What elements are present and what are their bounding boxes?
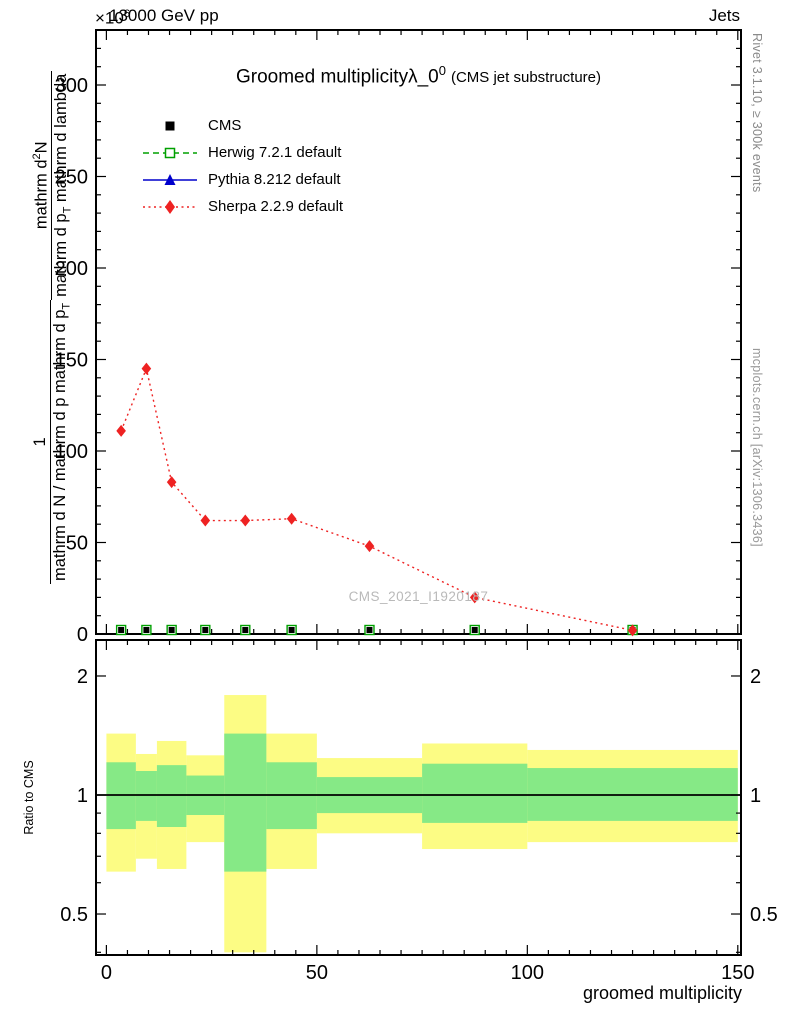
- ratio-tick-label-right: 2: [750, 666, 761, 688]
- main-frame: [95, 29, 742, 635]
- sherpa-line: [120, 366, 633, 632]
- x-tick-label: 100: [511, 962, 544, 984]
- ratio-tick-label-right: 0.5: [750, 904, 778, 926]
- mcplots-citation-note: mcplots.cern.ch [arXiv:1306.3436]: [750, 348, 764, 547]
- cms-marker: [471, 627, 478, 633]
- sherpa-marker: [166, 476, 177, 489]
- y-tick-label: 250: [55, 167, 88, 189]
- ratio-frame: [95, 639, 742, 956]
- ylabel-frac2-denominator: mathrm d pT mathrm d lambda: [51, 70, 74, 300]
- legend-marker-shape: [164, 147, 176, 158]
- ylabel-frac1-denominator: mathrm d N / mathrm d p mathrm d pT: [50, 299, 73, 584]
- ratio-band-inner-2: [156, 765, 187, 827]
- cms-marker: [366, 627, 373, 633]
- y-tick-label: 200: [55, 258, 88, 280]
- pythia-8-212-default-legend-marker: [143, 173, 197, 185]
- legend-marker-shape: [164, 173, 176, 185]
- ylabel-frac2-den-sub: T: [61, 206, 74, 214]
- beam-energy-label: 13000 GeV pp: [109, 6, 219, 25]
- sherpa-marker: [116, 424, 126, 437]
- y-tick-label: 50: [66, 533, 88, 555]
- ylabel-frac1-den-sub: T: [60, 302, 73, 310]
- sherpa-marker: [286, 512, 297, 525]
- plot-title-main: Groomed multiplicity: [235, 66, 409, 88]
- cms-marker: [288, 627, 295, 633]
- legend-label: Herwig 7.2.1 default: [208, 144, 342, 161]
- plot-title-superscript: 0: [438, 63, 446, 78]
- ylabel-frac2-num-b: N: [32, 141, 51, 154]
- legend-marker-shape: [165, 121, 175, 130]
- ylabel-fraction-2: mathrm d2N mathrm d pT mathrm d lambda: [31, 70, 74, 300]
- cms-marker: [202, 627, 209, 633]
- y-axis-scale-factor: ×106: [95, 8, 130, 29]
- cms-marker: [143, 627, 150, 633]
- y-tick-label: 100: [55, 441, 88, 463]
- legend-label: Pythia 8.212 default: [208, 171, 341, 188]
- ratio-band-inner-4: [224, 733, 267, 872]
- ratio-band-inner-1: [135, 771, 157, 821]
- y-tick-label: 300: [55, 75, 88, 97]
- ylabel-frac2-num-sup: 2: [30, 153, 43, 160]
- cms-marker: [242, 627, 249, 633]
- ylabel-frac2-den-b: mathrm d lambda: [52, 73, 71, 207]
- ylabel-fraction-1: 1 mathrm d N / mathrm d p mathrm d pT: [31, 299, 73, 584]
- legend-item-3: Sherpa 2.2.9 default: [141, 193, 343, 220]
- x-tick-label: 50: [306, 962, 328, 984]
- legend-label: Sherpa 2.2.9 default: [208, 198, 344, 215]
- y-tick-label: 0: [77, 624, 88, 646]
- cms-marker: [168, 627, 175, 633]
- ylabel-frac1-den-text: mathrm d N / mathrm d p mathrm d p: [51, 309, 70, 581]
- sherpa-marker: [141, 362, 152, 375]
- watermark: CMS_2021_I1920187: [348, 589, 489, 604]
- scale-exponent: 6: [123, 8, 130, 20]
- sherpa-2-2-9-default-legend-marker: [143, 199, 197, 214]
- legend-label: CMS: [208, 117, 242, 134]
- sherpa-marker: [364, 540, 375, 553]
- plot-title-lambda: λ_0: [408, 66, 439, 88]
- y-axis-label: 1 mathrm d N / mathrm d p mathrm d pT ma…: [22, 30, 82, 634]
- ratio-y-axis-label: Ratio to CMS: [22, 640, 40, 955]
- sherpa-marker: [240, 514, 251, 527]
- ylabel-frac2-num-a: mathrm d: [32, 159, 51, 230]
- cms-marker: [118, 627, 125, 633]
- jets-label: Jets: [708, 6, 740, 25]
- ylabel-frac2-den-a: mathrm d p: [52, 213, 71, 297]
- ratio-band-inner-7: [422, 763, 528, 823]
- ylabel-frac2-numerator: mathrm d2N: [31, 71, 52, 300]
- scale-prefix: ×10: [95, 8, 124, 28]
- rivet-version-note: Rivet 3.1.10, ≥ 300k events: [750, 33, 764, 193]
- herwig-7-2-1-default-legend-marker: [143, 147, 197, 158]
- ratio-tick-label-left: 1: [77, 785, 88, 807]
- x-tick-label: 150: [721, 962, 754, 984]
- legend-item-1: Herwig 7.2.1 default: [141, 139, 343, 166]
- ratio-tick-label-right: 1: [750, 785, 761, 807]
- plot-title: Groomed multiplicityλ_00 (CMS jet substru…: [96, 63, 741, 88]
- sherpa-marker: [469, 591, 480, 604]
- ratio-tick-label-left: 0.5: [60, 904, 88, 926]
- sherpa-marker: [627, 624, 638, 637]
- legend-item-0: CMS: [141, 112, 343, 139]
- sherpa-marker: [200, 514, 211, 527]
- x-axis-title: groomed multiplicity: [582, 983, 742, 1003]
- legend: CMS Herwig 7.2.1 default Pythia 8.212 defa…: [141, 112, 343, 220]
- y-tick-label: 150: [55, 350, 88, 372]
- plot-title-suffix: (CMS jet substructure): [450, 69, 602, 87]
- legend-marker-shape: [165, 199, 175, 214]
- x-tick-label: 0: [101, 962, 112, 984]
- cms-legend-marker: [165, 121, 175, 130]
- ratio-ylabel-text: Ratio to CMS: [22, 760, 36, 835]
- ratio-tick-label-left: 2: [77, 666, 88, 688]
- legend-item-2: Pythia 8.212 default: [141, 166, 343, 193]
- ylabel-frac1-numerator: 1: [31, 437, 50, 447]
